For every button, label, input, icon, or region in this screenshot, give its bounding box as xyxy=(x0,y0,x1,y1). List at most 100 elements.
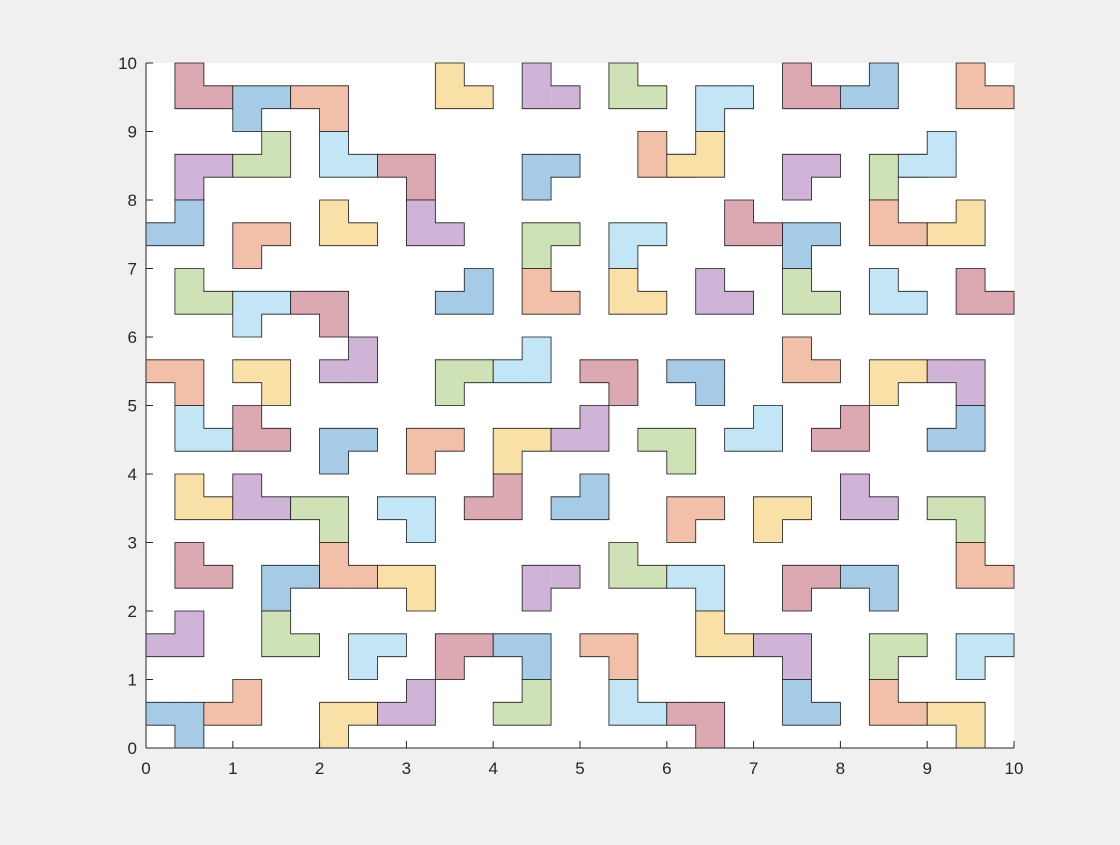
tile-purple xyxy=(232,473,292,521)
tile-green xyxy=(637,427,697,475)
tile-pink xyxy=(724,199,783,247)
tile-blue xyxy=(434,268,494,315)
tile-salmon xyxy=(868,199,928,247)
tile-purple xyxy=(406,199,465,247)
tile-cyan xyxy=(319,131,378,178)
tile-salmon xyxy=(782,336,841,384)
x-tick-label: 9 xyxy=(922,759,931,778)
tile-cyan xyxy=(377,496,436,543)
tile-green xyxy=(174,268,234,315)
tile-cyan xyxy=(174,405,234,452)
tile-purple xyxy=(695,268,754,315)
x-tick-label: 2 xyxy=(315,759,324,778)
tile-green xyxy=(926,496,986,543)
tile-yellow xyxy=(232,359,292,406)
y-tick-label: 4 xyxy=(128,465,137,484)
tile-cyan xyxy=(695,85,754,132)
y-tick-label: 9 xyxy=(128,123,137,142)
x-tick-label: 6 xyxy=(662,759,671,778)
tile-blue xyxy=(550,473,610,521)
tile-yellow xyxy=(666,131,726,178)
tile-pink xyxy=(811,405,870,452)
tile-pink xyxy=(782,62,841,110)
x-tick-label: 3 xyxy=(402,759,411,778)
tile-blue xyxy=(232,85,292,132)
y-tick-label: 10 xyxy=(118,54,137,73)
tile-pink xyxy=(174,62,234,110)
tile-cyan xyxy=(897,131,957,178)
tile-purple xyxy=(521,62,581,110)
tile-green xyxy=(232,131,292,178)
tile-green xyxy=(521,222,581,269)
tile-yellow xyxy=(174,473,234,521)
tile-salmon xyxy=(406,427,465,475)
tile-blue xyxy=(145,199,205,247)
tile-pink xyxy=(666,701,726,749)
tile-purple xyxy=(840,473,899,521)
tile-blue xyxy=(666,359,726,406)
tile-yellow xyxy=(753,496,812,543)
tile-yellow xyxy=(319,701,378,749)
tile-cyan xyxy=(666,564,726,612)
tile-pink xyxy=(232,405,292,452)
y-tick-label: 7 xyxy=(128,260,137,279)
y-tick-label: 5 xyxy=(128,397,137,416)
y-tick-label: 2 xyxy=(128,602,137,621)
x-tick-label: 0 xyxy=(141,759,150,778)
tile-yellow xyxy=(434,62,494,110)
tile-cyan xyxy=(724,405,783,452)
tile-blue xyxy=(492,633,552,680)
tile-purple xyxy=(753,633,812,680)
y-tick-label: 0 xyxy=(128,739,137,758)
tile-green xyxy=(608,542,668,589)
tile-pink xyxy=(377,153,436,201)
tile-blue xyxy=(840,62,899,110)
tile-salmon xyxy=(145,359,205,406)
tile-salmon xyxy=(955,542,1015,589)
tile-cyan xyxy=(955,633,1015,680)
tile-yellow xyxy=(926,701,986,749)
tile-purple xyxy=(319,336,378,384)
tile-green xyxy=(608,62,668,110)
tile-salmon xyxy=(319,542,378,589)
tile-purple xyxy=(145,610,205,658)
tile-green xyxy=(290,496,349,543)
tile-salmon xyxy=(579,633,639,680)
x-tick-label: 1 xyxy=(228,759,237,778)
x-tick-label: 4 xyxy=(488,759,497,778)
tile-purple xyxy=(782,153,841,201)
tile-salmon xyxy=(666,496,726,543)
tile-pink xyxy=(955,268,1015,315)
tile-blue xyxy=(521,153,581,201)
y-tick-label: 3 xyxy=(128,534,137,553)
tile-blue xyxy=(926,405,986,452)
tile-blue xyxy=(261,564,320,612)
tile-salmon xyxy=(521,268,581,315)
tile-green xyxy=(492,679,552,726)
tile-cyan xyxy=(608,679,668,726)
tile-pink xyxy=(290,290,349,338)
tile-blue xyxy=(840,564,899,612)
tile-pink xyxy=(782,564,841,612)
tile-cyan xyxy=(492,336,552,384)
tile-yellow xyxy=(926,199,986,247)
tile-pink xyxy=(174,542,234,589)
y-tick-label: 6 xyxy=(128,328,137,347)
tile-purple xyxy=(521,564,581,612)
tile-blue xyxy=(145,701,205,749)
tile-salmon xyxy=(232,222,292,269)
x-tick-label: 7 xyxy=(749,759,758,778)
tile-pink xyxy=(579,359,639,406)
tile-blue xyxy=(782,679,841,726)
tile-green xyxy=(434,359,494,406)
tile-cyan xyxy=(868,268,928,315)
tile-purple xyxy=(550,405,610,452)
tile-salmon xyxy=(868,679,928,726)
tile-pink xyxy=(463,473,523,521)
tile-green xyxy=(782,268,841,315)
y-tick-label: 8 xyxy=(128,191,137,210)
tile-yellow xyxy=(492,427,552,475)
tile-green xyxy=(261,610,320,658)
tiles-layer xyxy=(145,62,1015,749)
